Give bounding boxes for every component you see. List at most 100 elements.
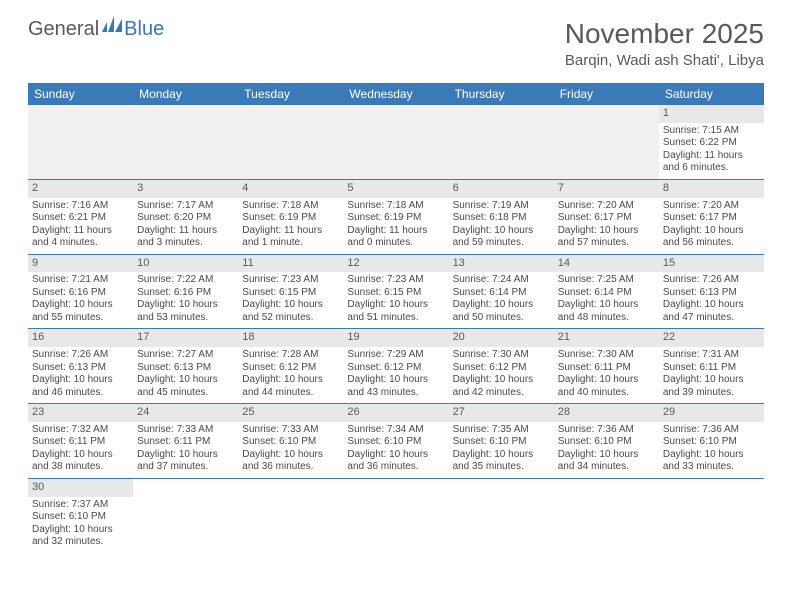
day-number: 2 [28, 180, 133, 198]
day-number: 7 [554, 180, 659, 198]
daylight-text-2: and 34 minutes. [558, 461, 655, 474]
empty-cell [554, 479, 659, 553]
daylight-text-2: and 55 minutes. [32, 312, 129, 325]
sunrise-text: Sunrise: 7:27 AM [137, 349, 234, 362]
daylight-text-1: Daylight: 10 hours [558, 299, 655, 312]
day-cell: 6Sunrise: 7:19 AMSunset: 6:18 PMDaylight… [449, 180, 554, 254]
day-number: 11 [238, 255, 343, 273]
daylight-text-2: and 36 minutes. [347, 461, 444, 474]
daylight-text-2: and 6 minutes. [663, 162, 760, 175]
daylight-text-1: Daylight: 10 hours [242, 374, 339, 387]
sunset-text: Sunset: 6:22 PM [663, 137, 760, 150]
sunrise-text: Sunrise: 7:17 AM [137, 200, 234, 213]
day-content: Sunrise: 7:23 AMSunset: 6:15 PMDaylight:… [343, 272, 448, 328]
day-number: 13 [449, 255, 554, 273]
sunrise-text: Sunrise: 7:35 AM [453, 424, 550, 437]
day-content: Sunrise: 7:23 AMSunset: 6:15 PMDaylight:… [238, 272, 343, 328]
empty-cell [449, 479, 554, 553]
day-header-cell: Monday [133, 83, 238, 105]
day-number: 24 [133, 404, 238, 422]
empty-cell [133, 105, 238, 179]
day-header-row: SundayMondayTuesdayWednesdayThursdayFrid… [28, 83, 764, 105]
day-content: Sunrise: 7:19 AMSunset: 6:18 PMDaylight:… [449, 198, 554, 254]
sunrise-text: Sunrise: 7:36 AM [558, 424, 655, 437]
day-number: 27 [449, 404, 554, 422]
daylight-text-1: Daylight: 11 hours [137, 225, 234, 238]
daylight-text-1: Daylight: 10 hours [32, 524, 129, 537]
day-cell: 16Sunrise: 7:26 AMSunset: 6:13 PMDayligh… [28, 329, 133, 403]
daylight-text-2: and 47 minutes. [663, 312, 760, 325]
day-cell: 12Sunrise: 7:23 AMSunset: 6:15 PMDayligh… [343, 255, 448, 329]
daylight-text-2: and 3 minutes. [137, 237, 234, 250]
day-cell: 17Sunrise: 7:27 AMSunset: 6:13 PMDayligh… [133, 329, 238, 403]
sunset-text: Sunset: 6:12 PM [242, 362, 339, 375]
daylight-text-1: Daylight: 10 hours [558, 449, 655, 462]
daylight-text-2: and 52 minutes. [242, 312, 339, 325]
day-cell: 27Sunrise: 7:35 AMSunset: 6:10 PMDayligh… [449, 404, 554, 478]
daylight-text-2: and 35 minutes. [453, 461, 550, 474]
day-cell: 14Sunrise: 7:25 AMSunset: 6:14 PMDayligh… [554, 255, 659, 329]
daylight-text-1: Daylight: 10 hours [32, 374, 129, 387]
sunrise-text: Sunrise: 7:25 AM [558, 274, 655, 287]
daylight-text-2: and 57 minutes. [558, 237, 655, 250]
logo-text-blue: Blue [124, 18, 164, 41]
daylight-text-2: and 51 minutes. [347, 312, 444, 325]
daylight-text-1: Daylight: 10 hours [347, 449, 444, 462]
sunset-text: Sunset: 6:19 PM [347, 212, 444, 225]
daylight-text-2: and 53 minutes. [137, 312, 234, 325]
sunset-text: Sunset: 6:21 PM [32, 212, 129, 225]
week-row: 30Sunrise: 7:37 AMSunset: 6:10 PMDayligh… [28, 479, 764, 553]
sunrise-text: Sunrise: 7:23 AM [242, 274, 339, 287]
empty-cell [343, 105, 448, 179]
day-number: 9 [28, 255, 133, 273]
location: Barqin, Wadi ash Shati', Libya [565, 52, 764, 69]
day-content: Sunrise: 7:36 AMSunset: 6:10 PMDaylight:… [554, 422, 659, 478]
logo-chart-icon [102, 16, 122, 32]
weeks-container: 1Sunrise: 7:15 AMSunset: 6:22 PMDaylight… [28, 105, 764, 553]
day-number: 21 [554, 329, 659, 347]
day-number: 25 [238, 404, 343, 422]
daylight-text-1: Daylight: 10 hours [663, 374, 760, 387]
day-cell: 26Sunrise: 7:34 AMSunset: 6:10 PMDayligh… [343, 404, 448, 478]
daylight-text-1: Daylight: 10 hours [32, 299, 129, 312]
daylight-text-1: Daylight: 10 hours [663, 225, 760, 238]
day-content: Sunrise: 7:20 AMSunset: 6:17 PMDaylight:… [659, 198, 764, 254]
sunset-text: Sunset: 6:10 PM [242, 436, 339, 449]
daylight-text-1: Daylight: 10 hours [137, 299, 234, 312]
daylight-text-1: Daylight: 10 hours [453, 225, 550, 238]
day-cell: 10Sunrise: 7:22 AMSunset: 6:16 PMDayligh… [133, 255, 238, 329]
day-number: 28 [554, 404, 659, 422]
sunset-text: Sunset: 6:13 PM [32, 362, 129, 375]
daylight-text-1: Daylight: 10 hours [347, 374, 444, 387]
sunrise-text: Sunrise: 7:20 AM [663, 200, 760, 213]
daylight-text-1: Daylight: 10 hours [453, 374, 550, 387]
day-cell: 15Sunrise: 7:26 AMSunset: 6:13 PMDayligh… [659, 255, 764, 329]
sunset-text: Sunset: 6:10 PM [32, 511, 129, 524]
day-cell: 8Sunrise: 7:20 AMSunset: 6:17 PMDaylight… [659, 180, 764, 254]
daylight-text-1: Daylight: 11 hours [242, 225, 339, 238]
sunrise-text: Sunrise: 7:33 AM [137, 424, 234, 437]
sunset-text: Sunset: 6:16 PM [32, 287, 129, 300]
day-content: Sunrise: 7:26 AMSunset: 6:13 PMDaylight:… [659, 272, 764, 328]
day-header-cell: Friday [554, 83, 659, 105]
sunset-text: Sunset: 6:10 PM [663, 436, 760, 449]
title-block: November 2025 Barqin, Wadi ash Shati', L… [565, 18, 764, 69]
daylight-text-2: and 4 minutes. [32, 237, 129, 250]
day-cell: 21Sunrise: 7:30 AMSunset: 6:11 PMDayligh… [554, 329, 659, 403]
day-content: Sunrise: 7:17 AMSunset: 6:20 PMDaylight:… [133, 198, 238, 254]
day-number: 16 [28, 329, 133, 347]
day-number: 14 [554, 255, 659, 273]
sunset-text: Sunset: 6:15 PM [242, 287, 339, 300]
day-number: 18 [238, 329, 343, 347]
sunset-text: Sunset: 6:15 PM [347, 287, 444, 300]
day-number: 3 [133, 180, 238, 198]
day-cell: 9Sunrise: 7:21 AMSunset: 6:16 PMDaylight… [28, 255, 133, 329]
empty-cell [133, 479, 238, 553]
empty-cell [449, 105, 554, 179]
day-content: Sunrise: 7:20 AMSunset: 6:17 PMDaylight:… [554, 198, 659, 254]
day-header-cell: Sunday [28, 83, 133, 105]
sunset-text: Sunset: 6:19 PM [242, 212, 339, 225]
day-content: Sunrise: 7:36 AMSunset: 6:10 PMDaylight:… [659, 422, 764, 478]
sunrise-text: Sunrise: 7:16 AM [32, 200, 129, 213]
day-number: 20 [449, 329, 554, 347]
